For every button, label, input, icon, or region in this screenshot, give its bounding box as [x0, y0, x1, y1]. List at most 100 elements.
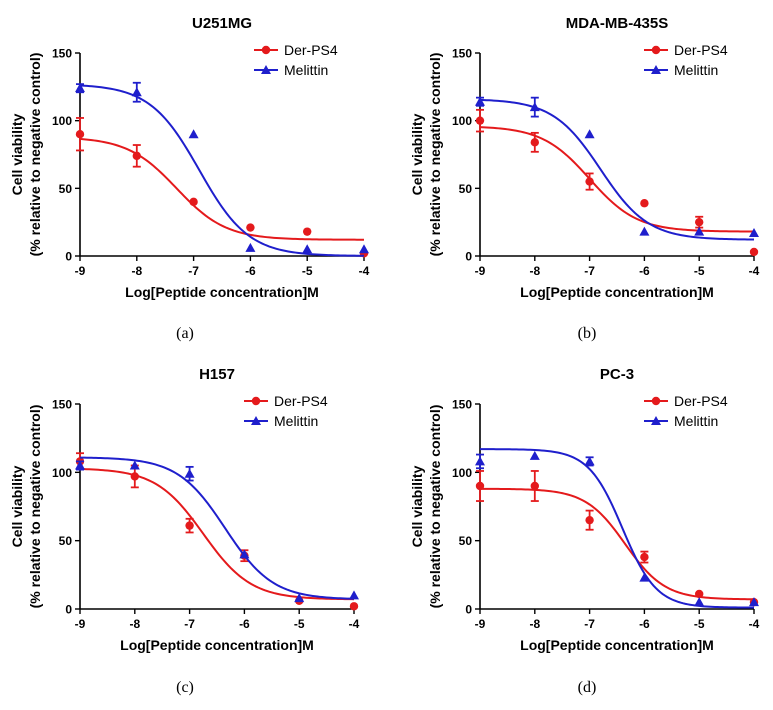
- legend-entry-der-ps4: Der-PS4: [644, 393, 728, 409]
- y-axis-label-line2: (% relative to negative control): [427, 53, 443, 257]
- data-point: [130, 472, 139, 481]
- x-tick-label: -7: [584, 617, 595, 631]
- data-point: [749, 227, 759, 237]
- y-tick-label: 150: [452, 47, 472, 61]
- panel-caption: (c): [176, 679, 194, 696]
- data-point: [302, 244, 313, 254]
- panel-caption: (a): [176, 325, 194, 342]
- y-tick-label: 150: [452, 398, 472, 412]
- fit-curve: [480, 448, 755, 609]
- data-point: [749, 597, 759, 607]
- chart-title: PC-3: [600, 366, 634, 383]
- x-axis-label: Log[Peptide concentration]M: [520, 637, 714, 653]
- data-point: [584, 456, 595, 466]
- y-tick-label: 100: [452, 466, 472, 480]
- fit-curve: [79, 467, 355, 601]
- x-tick-label: -9: [75, 617, 86, 631]
- x-tick-label: -4: [749, 617, 760, 631]
- data-point: [75, 130, 85, 139]
- fit-curve: [479, 98, 755, 241]
- legend-label: Der-PS4: [284, 42, 338, 58]
- x-tick-label: -6: [245, 264, 256, 278]
- legend-label: Melittin: [284, 62, 328, 78]
- x-tick-label: -9: [475, 264, 486, 278]
- x-tick-label: -6: [639, 617, 650, 631]
- data-point: [349, 590, 359, 600]
- data-point: [75, 83, 85, 93]
- legend-label: Der-PS4: [274, 393, 328, 409]
- data-point: [475, 456, 485, 466]
- x-tick-label: -5: [694, 264, 705, 278]
- data-point: [185, 521, 194, 530]
- legend-entry-melittin: Melittin: [644, 413, 718, 429]
- data-point: [359, 244, 369, 254]
- fit-curve: [79, 456, 355, 600]
- x-tick-label: -5: [294, 617, 305, 631]
- x-tick-label: -8: [129, 617, 140, 631]
- x-tick-label: -7: [584, 264, 595, 278]
- legend-marker: [251, 416, 261, 425]
- legend-entry-melittin: Melittin: [254, 62, 328, 78]
- data-point: [529, 450, 540, 460]
- fit-curve: [79, 137, 365, 241]
- y-tick-label: 0: [65, 603, 72, 617]
- data-point: [239, 549, 250, 559]
- chart-panel-d: PC-3 0 50 100 150 -9 -8 -7 -6 -5 -4 Log[Peptide con…: [409, 366, 760, 653]
- x-tick-label: -8: [529, 617, 540, 631]
- panel-caption: (b): [578, 325, 597, 342]
- series-melittin: [475, 96, 759, 241]
- legend-entry-der-ps4: Der-PS4: [644, 42, 728, 58]
- x-tick-label: -9: [475, 617, 486, 631]
- y-tick-label: 100: [52, 114, 72, 128]
- x-tick-label: -7: [184, 617, 195, 631]
- data-point: [294, 593, 305, 603]
- y-tick-label: 50: [59, 182, 73, 196]
- x-tick-label: -4: [749, 264, 760, 278]
- legend-label: Melittin: [274, 413, 318, 429]
- data-point: [640, 552, 649, 562]
- data-point: [694, 597, 705, 607]
- y-tick-label: 50: [59, 534, 73, 548]
- legend-label: Der-PS4: [674, 393, 728, 409]
- data-point: [585, 515, 594, 525]
- data-point: [303, 227, 312, 236]
- y-axis-label-line1: Cell viability: [9, 465, 25, 547]
- x-axis-label: Log[Peptide concentration]M: [120, 637, 314, 653]
- data-point: [584, 129, 595, 139]
- fit-curve: [79, 84, 365, 257]
- fit-curve: [479, 126, 755, 233]
- legend-label: Der-PS4: [674, 42, 728, 58]
- data-point: [475, 481, 485, 491]
- x-tick-label: -9: [75, 264, 86, 278]
- data-point: [189, 197, 198, 207]
- data-point: [639, 572, 650, 582]
- data-point: [349, 602, 359, 611]
- data-point: [695, 217, 704, 227]
- y-axis-label-line1: Cell viability: [409, 465, 425, 547]
- series-der-ps4: [75, 117, 369, 258]
- legend-marker: [261, 45, 271, 55]
- data-point: [188, 129, 199, 139]
- series-melittin: [475, 448, 759, 609]
- y-tick-label: 150: [52, 398, 72, 412]
- y-axis-label-line1: Cell viability: [9, 113, 25, 195]
- data-point: [639, 226, 650, 236]
- x-axis-label: Log[Peptide concentration]M: [125, 284, 319, 300]
- chart-panel-c: H157 0 50 100 150 -9 -8 -7 -6 -5 -4 Log[Peptide con…: [9, 366, 360, 653]
- y-tick-label: 50: [459, 534, 473, 548]
- data-point: [475, 116, 485, 125]
- y-tick-label: 100: [52, 466, 72, 480]
- x-tick-label: -8: [529, 264, 540, 278]
- x-tick-label: -8: [131, 264, 142, 278]
- series-der-ps4: [75, 452, 359, 611]
- data-point: [695, 589, 704, 599]
- x-tick-label: -7: [188, 264, 199, 278]
- data-point: [246, 223, 255, 232]
- data-point: [530, 481, 539, 491]
- legend-marker: [261, 65, 271, 74]
- x-tick-label: -5: [302, 264, 313, 278]
- y-tick-label: 0: [465, 250, 472, 264]
- x-tick-label: -4: [349, 617, 360, 631]
- data-point: [75, 460, 85, 470]
